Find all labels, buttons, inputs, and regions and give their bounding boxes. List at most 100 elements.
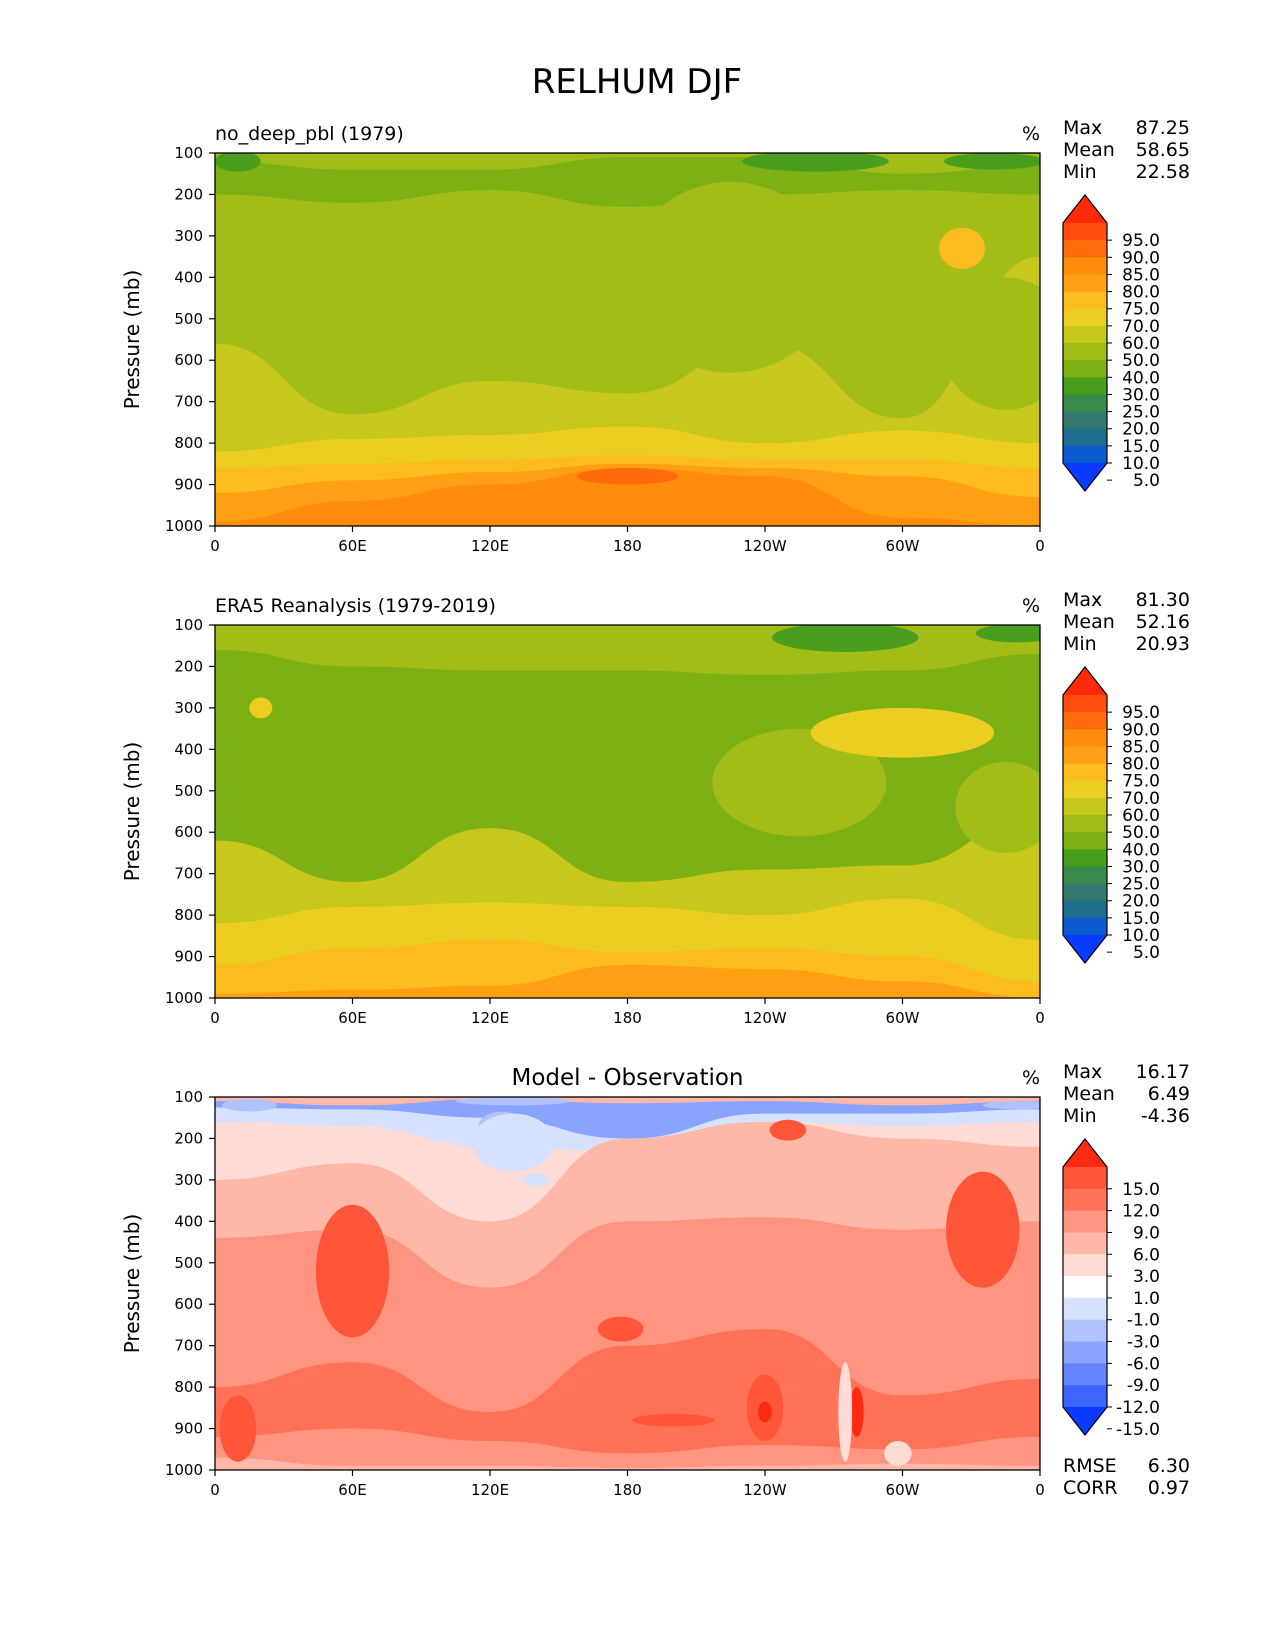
x-tick-label: 120E bbox=[471, 1481, 509, 1499]
y-tick-label: 1000 bbox=[165, 1461, 203, 1479]
contour-cell-13 bbox=[758, 1401, 772, 1423]
contour-cell-4 bbox=[941, 277, 1040, 410]
colorbar-segment bbox=[1063, 223, 1107, 241]
colorbar-label: 40.0 bbox=[1122, 840, 1160, 860]
colorbar-segment bbox=[1063, 1276, 1107, 1299]
x-tick-label: 180 bbox=[613, 1009, 642, 1027]
contour-cell-1 bbox=[975, 625, 1040, 643]
colorbar-segment bbox=[1063, 445, 1107, 464]
contour-cell-12 bbox=[219, 1395, 257, 1462]
units-label: % bbox=[1022, 1067, 1040, 1089]
colorbar-segment bbox=[1063, 274, 1107, 293]
colorbar-label: 20.0 bbox=[1122, 892, 1160, 912]
y-tick-label: 300 bbox=[174, 1171, 203, 1189]
y-tick-label: 600 bbox=[174, 823, 203, 841]
colorbar-label: 9.0 bbox=[1133, 1223, 1160, 1243]
units-label: % bbox=[1022, 123, 1040, 145]
colorbar-label: 85.0 bbox=[1122, 737, 1160, 757]
colorbar-segment bbox=[1063, 394, 1107, 413]
colorbar-label: 15.0 bbox=[1122, 437, 1160, 457]
contour-cell-8 bbox=[597, 1316, 644, 1342]
x-tick-label: 120W bbox=[743, 537, 787, 555]
panel-1: 100 200 300 400 500 600 700 800 900 1000 0 60E 120E 1… bbox=[120, 117, 1190, 555]
y-tick-label: 400 bbox=[174, 1212, 203, 1230]
stat-mean-label: Mean bbox=[1063, 1083, 1115, 1105]
stat-min-value: -4.36 bbox=[1141, 1105, 1190, 1127]
colorbar-label: -12.0 bbox=[1116, 1398, 1160, 1418]
colorbar-label: -15.0 bbox=[1116, 1420, 1160, 1440]
contour-cell-16 bbox=[884, 1440, 912, 1466]
colorbar-label: 6.0 bbox=[1133, 1245, 1160, 1265]
colorbar-label: 20.0 bbox=[1122, 420, 1160, 440]
y-tick-label: 900 bbox=[174, 476, 203, 494]
colorbar-segment bbox=[1063, 746, 1107, 765]
contour-band-4 bbox=[215, 964, 1040, 998]
contour-cell-9 bbox=[769, 1119, 807, 1141]
y-tick-label: 500 bbox=[174, 782, 203, 800]
contour-cell-3 bbox=[627, 182, 834, 373]
x-tick-label: 0 bbox=[1035, 1481, 1045, 1499]
colorbar-segment bbox=[1063, 1385, 1107, 1408]
colorbar-segment bbox=[1063, 866, 1107, 885]
y-tick-label: 500 bbox=[174, 1254, 203, 1272]
x-tick-label: 120W bbox=[743, 1009, 787, 1027]
colorbar-label: -6.0 bbox=[1127, 1354, 1160, 1374]
colorbar-label: 90.0 bbox=[1122, 720, 1160, 740]
x-tick-label: 0 bbox=[1035, 1009, 1045, 1027]
colorbar-label: 60.0 bbox=[1122, 806, 1160, 826]
colorbar-label: 75.0 bbox=[1122, 300, 1160, 320]
stat-mean-value: 6.49 bbox=[1148, 1083, 1190, 1105]
colorbar-extend-max bbox=[1063, 195, 1107, 223]
colorbar-extend-min bbox=[1063, 463, 1107, 491]
stat-max-label: Max bbox=[1063, 589, 1102, 611]
colorbar-label: 75.0 bbox=[1122, 772, 1160, 792]
colorbar-segment bbox=[1063, 780, 1107, 799]
y-tick-label: 600 bbox=[174, 1295, 203, 1313]
colorbar-segment bbox=[1063, 1232, 1107, 1255]
colorbar-label: 60.0 bbox=[1122, 334, 1160, 354]
contour-band-7 bbox=[215, 1457, 1040, 1470]
stat-min-value: 20.93 bbox=[1136, 633, 1190, 655]
colorbar-segment bbox=[1063, 308, 1107, 327]
colorbar-segment bbox=[1063, 797, 1107, 816]
colorbar-segment bbox=[1063, 832, 1107, 850]
panel-title: no_deep_pbl (1979) bbox=[215, 123, 404, 145]
contour-cell-0 bbox=[215, 153, 261, 172]
y-tick-label: 900 bbox=[174, 948, 203, 966]
colorbar-segment bbox=[1063, 257, 1107, 276]
contour-band-6 bbox=[215, 1428, 1040, 1470]
colorbar: 15.012.09.06.03.01.0-1.0-3.0-6.0-9.0-12.… bbox=[1062, 1138, 1160, 1440]
y-tick-label: 800 bbox=[174, 1378, 203, 1396]
x-tick-label: 0 bbox=[1035, 537, 1045, 555]
colorbar-label: 15.0 bbox=[1122, 909, 1160, 929]
colorbar-segment bbox=[1063, 291, 1107, 310]
x-tick-label: 180 bbox=[613, 537, 642, 555]
x-tick-label: 120E bbox=[471, 1009, 509, 1027]
colorbar-segment bbox=[1063, 411, 1107, 430]
units-label: % bbox=[1022, 595, 1040, 617]
stat-corr-label: CORR bbox=[1063, 1477, 1118, 1499]
x-tick-label: 120W bbox=[743, 1481, 787, 1499]
x-tick-label: 180 bbox=[613, 1481, 642, 1499]
stat-mean-value: 58.65 bbox=[1136, 139, 1190, 161]
y-axis-label: Pressure (mb) bbox=[120, 1214, 144, 1354]
y-tick-label: 800 bbox=[174, 906, 203, 924]
colorbar-segment bbox=[1063, 712, 1107, 730]
colorbar-label: 10.0 bbox=[1122, 454, 1160, 474]
colorbar-segment bbox=[1063, 849, 1107, 868]
panel-2: 100 200 300 400 500 600 700 800 900 1000 0 60E 120E 1… bbox=[120, 589, 1190, 1027]
contour-cell-5 bbox=[249, 697, 273, 719]
panel-3: 100 200 300 400 500 600 700 800 900 1000 0 60E 120E 1… bbox=[120, 1061, 1190, 1499]
colorbar-label: 80.0 bbox=[1122, 283, 1160, 303]
colorbar-extend-max bbox=[1063, 1139, 1107, 1167]
colorbar-label: 5.0 bbox=[1133, 471, 1160, 491]
x-tick-label: 60W bbox=[886, 1009, 920, 1027]
x-tick-label: 60E bbox=[338, 537, 367, 555]
colorbar-segment bbox=[1063, 900, 1107, 919]
stat-max-value: 16.17 bbox=[1136, 1061, 1190, 1083]
contour-cell-5 bbox=[522, 1173, 550, 1187]
x-tick-label: 0 bbox=[210, 537, 220, 555]
y-tick-label: 400 bbox=[174, 268, 203, 286]
contour-cell-10 bbox=[946, 1171, 1020, 1288]
y-tick-label: 300 bbox=[174, 227, 203, 245]
